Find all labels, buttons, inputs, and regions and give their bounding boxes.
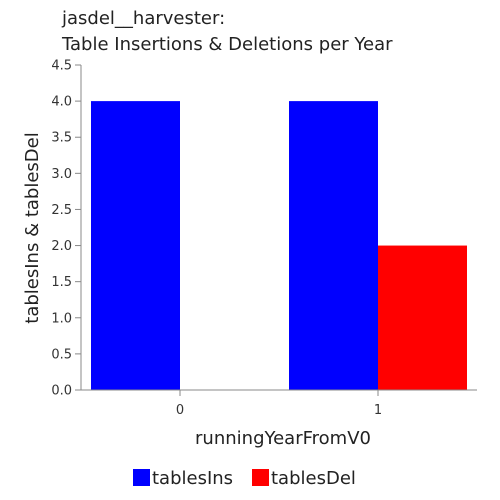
legend-label-tablesIns: tablesIns xyxy=(152,468,233,489)
y-tick-label: 0.0 xyxy=(51,384,72,399)
bars-group xyxy=(91,101,467,390)
y-tick-label: 2.0 xyxy=(51,239,72,254)
y-tick-label: 1.0 xyxy=(51,311,72,326)
y-tick-label: 2.5 xyxy=(51,203,72,218)
y-tick-label: 3.0 xyxy=(51,167,72,182)
legend-label-tablesDel: tablesDel xyxy=(271,468,356,489)
y-axis-label: tablesIns & tablesDel xyxy=(22,132,43,323)
x-tick-label: 0 xyxy=(176,403,184,418)
bar-tablesIns-1 xyxy=(289,101,378,390)
chart-title-line-1: jasdel__harvester: xyxy=(61,8,225,29)
x-tick-label: 1 xyxy=(374,403,382,418)
legend-swatch-tablesDel xyxy=(252,469,269,486)
legend: tablesIns tablesDel xyxy=(133,468,356,489)
x-axis-label: runningYearFromV0 xyxy=(195,428,371,449)
y-tick-label: 0.5 xyxy=(51,347,72,362)
chart-title-line-2: Table Insertions & Deletions per Year xyxy=(61,34,393,55)
legend-swatch-tablesIns xyxy=(133,469,150,486)
bar-tablesDel-1 xyxy=(378,245,467,390)
y-tick-label: 4.0 xyxy=(51,95,72,110)
y-tick-label: 3.5 xyxy=(51,131,72,146)
y-tick-label: 4.5 xyxy=(51,59,72,74)
chart-title: jasdel__harvester: Table Insertions & De… xyxy=(61,8,393,55)
axes-group: 0.0 0.5 1.0 1.5 2.0 2.5 3.0 3.5 4.0 4.5 0 1 xyxy=(51,59,477,418)
bar-tablesIns-0 xyxy=(91,101,180,390)
y-tick-label: 1.5 xyxy=(51,275,72,290)
